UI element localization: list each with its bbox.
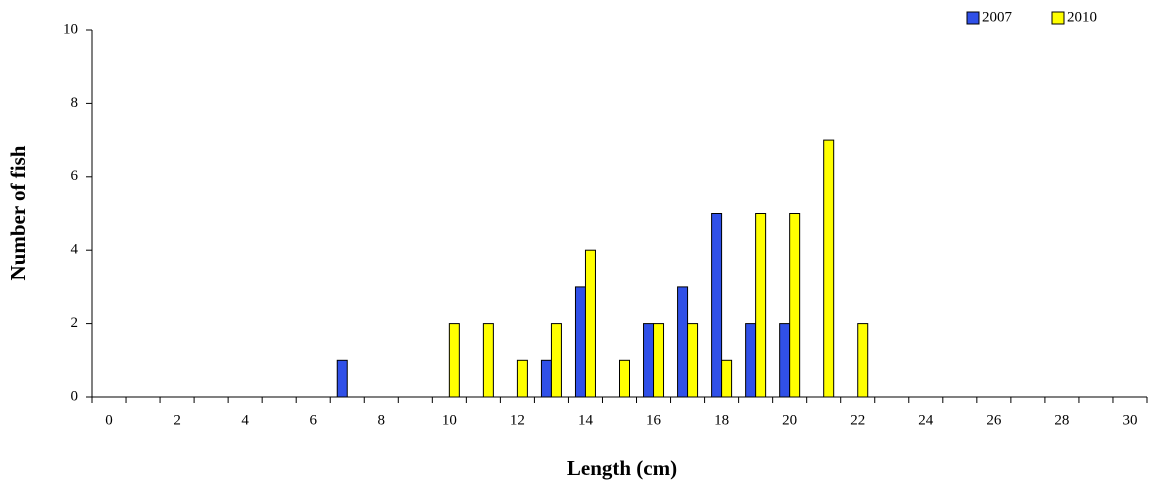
bar xyxy=(779,323,791,398)
bar xyxy=(653,323,665,398)
bar xyxy=(823,139,835,398)
bar xyxy=(789,213,801,398)
y-axis-title: Number of fish xyxy=(6,145,30,280)
bar xyxy=(643,323,655,398)
bar xyxy=(336,359,348,398)
bar xyxy=(711,213,723,398)
bar xyxy=(550,323,562,398)
x-tick-label: 14 xyxy=(578,412,594,428)
bar xyxy=(619,359,630,398)
bar xyxy=(516,359,528,398)
bar xyxy=(857,323,869,398)
y-tick-label: 8 xyxy=(71,95,79,111)
legend-label: 2007 xyxy=(982,9,1013,25)
x-tick-label: 2 xyxy=(173,412,181,428)
y-tick-label: 6 xyxy=(71,168,79,184)
bar xyxy=(482,323,494,398)
x-tick-label: 16 xyxy=(646,412,662,428)
x-tick-label: 22 xyxy=(850,412,865,428)
x-tick-label: 18 xyxy=(714,412,729,428)
bar xyxy=(755,213,767,398)
x-tick-label: 10 xyxy=(442,412,457,428)
bar xyxy=(584,249,596,398)
bar xyxy=(677,286,689,398)
y-tick-label: 10 xyxy=(63,21,78,37)
x-tick-label: 28 xyxy=(1054,412,1069,428)
x-tick-label: 12 xyxy=(510,412,525,428)
x-tick-label: 6 xyxy=(309,412,317,428)
x-tick-label: 20 xyxy=(782,412,797,428)
x-tick-label: 8 xyxy=(378,412,386,428)
bar xyxy=(448,323,460,398)
bar xyxy=(745,323,757,398)
bar xyxy=(721,359,733,398)
y-tick-label: 0 xyxy=(71,388,79,404)
legend-swatch xyxy=(1051,11,1065,25)
x-tick-label: 26 xyxy=(986,412,1002,428)
bar xyxy=(540,359,552,398)
legend-swatch xyxy=(966,11,980,25)
x-axis-title: Length (cm) xyxy=(567,456,677,480)
legend-label: 2010 xyxy=(1067,9,1097,25)
bar xyxy=(574,286,586,398)
x-tick-label: 4 xyxy=(241,412,249,428)
y-tick-label: 4 xyxy=(71,242,79,258)
x-tick-label: 30 xyxy=(1122,412,1137,428)
x-tick-label: 24 xyxy=(918,412,934,428)
y-tick-label: 2 xyxy=(71,315,79,331)
bar xyxy=(687,323,699,398)
x-tick-label: 0 xyxy=(105,412,113,428)
